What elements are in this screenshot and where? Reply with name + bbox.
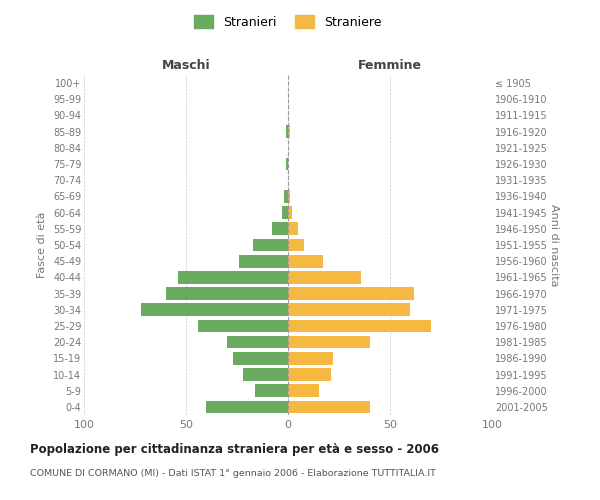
Text: COMUNE DI CORMANO (MI) - Dati ISTAT 1° gennaio 2006 - Elaborazione TUTTITALIA.IT: COMUNE DI CORMANO (MI) - Dati ISTAT 1° g… (30, 469, 436, 478)
Bar (227, 336, 288, 348)
Bar (288, 400, 370, 413)
Legend: Stranieri, Straniere: Stranieri, Straniere (191, 11, 385, 32)
Bar (288, 320, 431, 332)
Bar (178, 271, 288, 283)
Y-axis label: Fasce di età: Fasce di età (37, 212, 47, 278)
Bar (288, 336, 370, 348)
Bar (288, 126, 290, 138)
Bar (288, 238, 304, 252)
Bar (288, 190, 290, 202)
Bar (288, 271, 361, 283)
Bar (288, 222, 298, 235)
Bar (288, 304, 410, 316)
Bar (253, 238, 288, 252)
Y-axis label: Anni di nascita: Anni di nascita (549, 204, 559, 286)
Bar (288, 352, 333, 364)
Bar (206, 400, 288, 413)
Bar (288, 206, 292, 219)
Bar (256, 384, 288, 397)
Bar (286, 126, 288, 138)
Bar (286, 158, 288, 170)
Text: Maschi: Maschi (161, 59, 211, 72)
Bar (282, 206, 288, 219)
Text: Popolazione per cittadinanza straniera per età e sesso - 2006: Popolazione per cittadinanza straniera p… (30, 442, 439, 456)
Bar (272, 222, 288, 235)
Bar (239, 255, 288, 268)
Bar (284, 190, 288, 202)
Bar (233, 352, 288, 364)
Bar (166, 288, 288, 300)
Bar (288, 368, 331, 381)
Bar (141, 304, 288, 316)
Text: Femmine: Femmine (358, 59, 422, 72)
Bar (288, 255, 323, 268)
Bar (288, 384, 319, 397)
Bar (198, 320, 288, 332)
Bar (288, 288, 415, 300)
Bar (243, 368, 288, 381)
